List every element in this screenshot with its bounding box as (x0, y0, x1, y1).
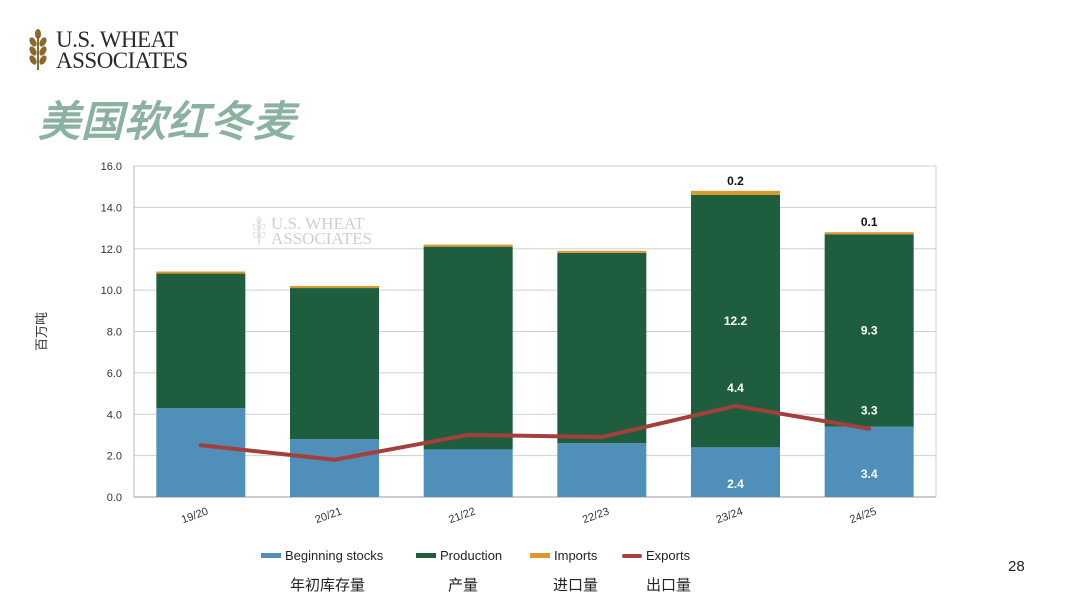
legend-cn-beginning: 年初库存量 (290, 577, 366, 594)
y-tick-label: 12.0 (101, 244, 122, 256)
slide-title: 美国软红冬麦 (38, 98, 297, 145)
legend-label-exports: Exports (646, 548, 691, 563)
legend-swatch-imports (530, 553, 550, 558)
bar-beginning-stocks (156, 408, 246, 497)
y-tick-label: 16.0 (101, 161, 122, 173)
legend-label-beginning: Beginning stocks (285, 548, 384, 563)
y-tick-label: 4.0 (107, 409, 122, 421)
y-tick-label: 8.0 (107, 327, 122, 339)
exports-line (198, 403, 872, 462)
bar-imports (691, 190, 780, 195)
legend-beginning-stocks: Beginning stocks (261, 548, 383, 563)
legend-production: Production (416, 548, 502, 563)
x-tick-label: 23/24 (715, 506, 745, 527)
legend-cn-production: 产量 (448, 577, 479, 594)
x-tick-label: 19/20 (180, 506, 210, 527)
bar-beginning-stocks (824, 426, 914, 497)
x-tick-label: 20/21 (314, 506, 344, 527)
logo-line2: ASSOCIATES (56, 48, 188, 73)
data-label: 3.4 (861, 467, 878, 481)
y-tick-label: 10.0 (101, 285, 122, 297)
data-label: 3.3 (861, 404, 878, 418)
data-label: 0.1 (861, 215, 878, 229)
logo-text: U.S. WHEAT ASSOCIATES (56, 27, 188, 73)
y-tick-label: 0.0 (107, 492, 122, 504)
legend-imports: Imports (530, 548, 597, 563)
legend-exports: Exports (622, 548, 690, 563)
bar-beginning-stocks (691, 447, 780, 497)
bar-production (423, 246, 513, 450)
bar-beginning-stocks (557, 443, 647, 497)
data-label: 9.3 (861, 323, 878, 337)
x-tick-label: 24/25 (848, 506, 878, 527)
watermark: U.S. WHEAT ASSOCIATES (251, 214, 373, 248)
bar-imports (557, 250, 647, 253)
x-tick-label: 22/23 (581, 506, 611, 527)
data-label: 12.2 (724, 314, 748, 328)
watermark-wheat-icon (252, 216, 266, 245)
logo-line1: U.S. WHEAT (56, 27, 178, 52)
data-label: 2.4 (727, 477, 744, 491)
bar-imports (824, 232, 914, 235)
bar-imports (423, 244, 513, 247)
bar-beginning-stocks (423, 449, 513, 497)
legend-swatch-exports (622, 553, 642, 558)
bar-beginning-stocks (290, 439, 379, 497)
bar-production (290, 288, 379, 440)
wheat-icon (29, 29, 47, 70)
x-tick-label: 21/22 (447, 506, 477, 527)
legend-cn-imports: 进口量 (553, 577, 599, 594)
legend-swatch-production (416, 553, 436, 558)
y-axis-label: 百万吨 (35, 312, 50, 351)
watermark-line1: U.S. WHEAT (271, 214, 365, 233)
bar-production (824, 234, 914, 427)
bar-imports (156, 271, 246, 274)
legend-label-production: Production (440, 548, 503, 563)
y-tick-label: 6.0 (107, 368, 122, 380)
legend-swatch-beginning (261, 553, 281, 558)
bar-production (156, 273, 246, 409)
bar-production (557, 252, 647, 444)
data-label: 4.4 (727, 381, 744, 395)
page-number: 28 (1008, 558, 1025, 575)
data-label: 0.2 (727, 174, 744, 188)
watermark-text: U.S. WHEAT ASSOCIATES (271, 214, 373, 248)
bar-imports (290, 285, 379, 289)
legend-label-imports: Imports (554, 548, 598, 563)
logo: U.S. WHEAT ASSOCIATES (26, 28, 188, 72)
y-tick-label: 2.0 (107, 451, 122, 463)
y-tick-label: 14.0 (101, 202, 122, 214)
watermark-line2: ASSOCIATES (271, 229, 373, 248)
legend-cn-exports: 出口量 (646, 577, 692, 594)
